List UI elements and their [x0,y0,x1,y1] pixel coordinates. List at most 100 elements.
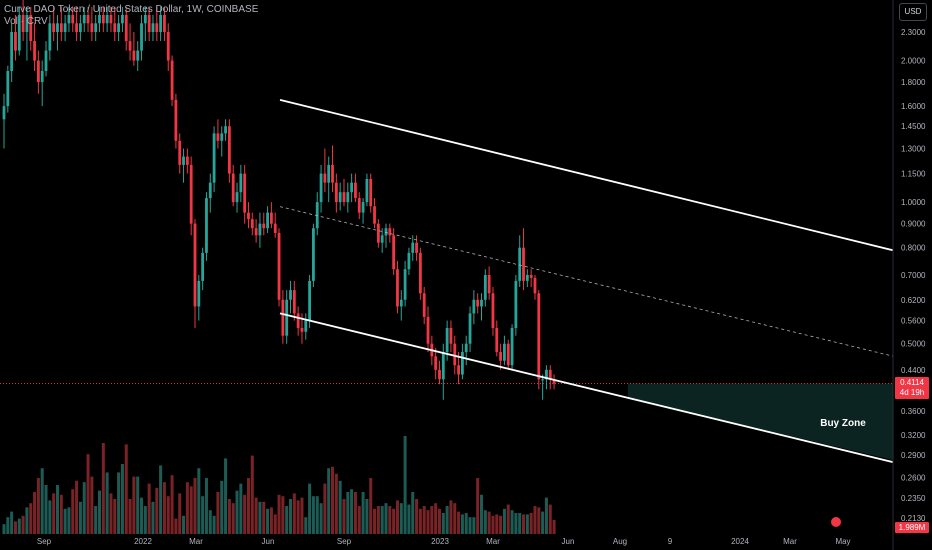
candle [334,173,338,213]
volume-bar [388,506,392,534]
volume-bar [522,514,526,534]
volume-bar [300,497,304,534]
candle [185,148,189,174]
candle [468,306,472,353]
time-tick-label: May [835,537,850,546]
candle [525,269,529,287]
volume-bar [2,524,6,534]
volume-bar [506,504,510,534]
regression-channel [279,98,894,464]
candle [537,290,541,390]
candle [143,6,147,42]
candle [552,374,556,390]
volume-bar [269,507,273,534]
volume-bar [159,465,163,534]
volume-bar [220,480,224,534]
volume-bar [445,506,449,534]
channel-upper-line [279,98,894,252]
volume-bar [491,515,495,534]
candle [266,206,269,233]
volume-bar [25,507,29,534]
candle [48,14,52,61]
volume-bar [327,468,331,534]
candle [323,148,327,193]
price-tick-label: 0.5000 [901,340,926,349]
volume-bar [361,492,365,534]
candle [510,324,514,370]
time-tick-label: Sep [337,537,352,546]
candle [487,266,491,300]
price-axis-bg [893,0,932,550]
volume-bar [338,480,342,534]
volume-bar [63,508,67,534]
volume-bar [457,511,461,534]
candle [170,55,174,107]
volume-bar [495,514,499,534]
time-tick-label: Sep [37,537,52,546]
volume-bar [101,443,105,534]
volume-bar [21,515,25,534]
candle [331,145,334,193]
volume-bar [384,503,388,534]
volume-bar [392,508,396,534]
price-tick-label: 2.0000 [901,57,926,66]
volume-bar [29,503,33,534]
volume-bar [143,506,147,534]
volume-bar [90,476,94,534]
candle [354,173,357,203]
candle [59,6,63,42]
volume-bar [117,472,121,534]
volume-bar [315,496,319,534]
price-tick-label: 1.1500 [901,170,926,179]
volume-bar [140,497,144,534]
bar-countdown: 4d 19h [899,388,925,397]
volume-bar [395,500,399,534]
candle [159,6,163,42]
candle [2,93,6,149]
volume-bar [216,492,220,534]
volume-bar [342,499,346,534]
candle [541,374,545,400]
currency-button[interactable]: USD [899,3,927,21]
volume-bar [441,513,445,534]
volume-bar [399,503,403,534]
volume-bar [67,507,71,534]
candle [315,192,319,236]
volume-bar [502,508,506,534]
candle [25,6,29,61]
volume-bar [426,510,430,534]
price-tick-label: 0.7000 [901,271,926,280]
volume-bar [170,475,174,534]
candle [506,339,510,370]
candle [289,280,292,314]
volume-bar [480,494,483,534]
candle [529,269,533,287]
candle [262,212,266,236]
volume-bar [178,493,182,534]
volume-bar [48,500,52,534]
price-tick-label: 1.3000 [901,145,926,154]
volume-bar [334,473,338,534]
time-axis: Sep 2022 Mar Jun Sep 2023 Mar Jun Aug 9 2024 Mar May [37,517,851,546]
candle [155,6,159,42]
volume-bar [273,514,277,534]
candle [235,182,239,213]
chart-legend: Curve DAO Token / United States Dollar, … [4,4,258,28]
candle [17,6,21,56]
volume-bar [254,497,258,534]
volume-bar [71,489,75,534]
volume-bar [544,497,548,534]
candle [250,212,254,236]
price-tick-label: 0.3600 [901,407,926,416]
candle [147,6,151,42]
channel-mid-line [279,206,894,357]
volume-bar [86,454,90,534]
volume-bar [357,506,361,534]
volume-bar [430,506,434,534]
flag-icon[interactable] [831,517,841,527]
candle [224,119,227,141]
candle [380,228,384,253]
candle [285,290,289,344]
volume-bar [6,517,10,534]
